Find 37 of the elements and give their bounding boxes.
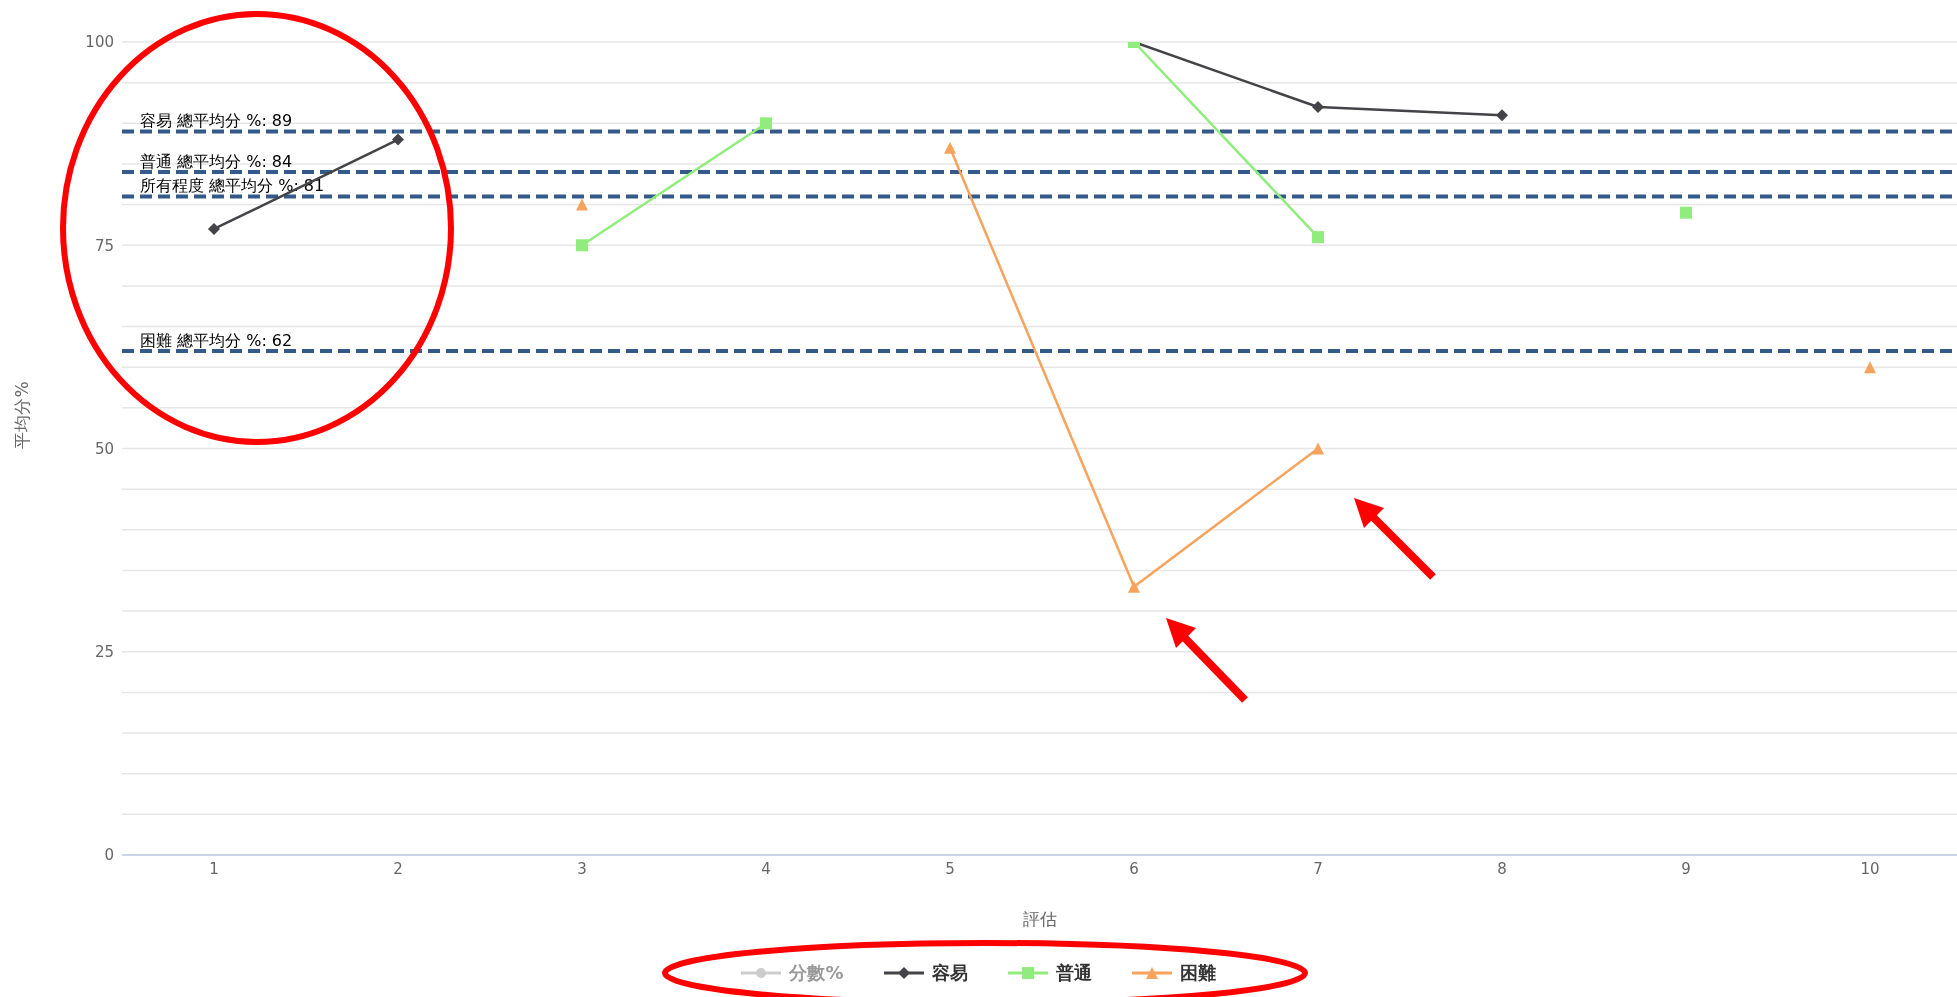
point [944, 141, 956, 154]
point [576, 198, 588, 211]
point [576, 239, 588, 252]
legend-label: 容易 [931, 961, 968, 985]
point [1864, 361, 1876, 374]
ref-line-label: 困難 總平均分 %: 62 [140, 330, 293, 350]
y-tick-label: 25 [94, 643, 114, 662]
y-tick-label: 0 [104, 846, 114, 865]
ref-line-label: 容易 總平均分 %: 89 [140, 111, 293, 131]
y-axis-title: 平均分% [12, 381, 33, 449]
point [392, 133, 404, 146]
y-tick-label: 50 [94, 439, 114, 458]
x-tick-label: 7 [1313, 859, 1323, 878]
point [1312, 231, 1324, 244]
x-tick-label: 5 [945, 859, 955, 878]
point [1312, 442, 1324, 455]
point [208, 222, 220, 235]
legend-label: 分數% [789, 961, 844, 985]
y-tick-label: 100 [85, 33, 114, 52]
ref-line-label: 普通 總平均分 %: 84 [140, 152, 293, 172]
x-tick-label: 1 [209, 859, 219, 878]
x-tick-label: 6 [1129, 859, 1139, 878]
x-tick-label: 9 [1681, 859, 1691, 878]
x-tick-label: 2 [393, 859, 403, 878]
legend-label: 困難 [1179, 961, 1216, 985]
point [1496, 109, 1508, 122]
x-tick-label: 3 [577, 859, 587, 878]
legend-label: 普通 [1055, 961, 1092, 985]
point [760, 117, 772, 130]
x-tick-label: 8 [1497, 859, 1507, 878]
y-tick-label: 75 [94, 236, 114, 255]
x-tick-label: 10 [1860, 859, 1880, 878]
point [1128, 580, 1140, 593]
point [1680, 206, 1692, 219]
x-axis-title: 評估 [1022, 909, 1057, 929]
point [1312, 101, 1324, 114]
x-tick-label: 4 [761, 859, 771, 878]
